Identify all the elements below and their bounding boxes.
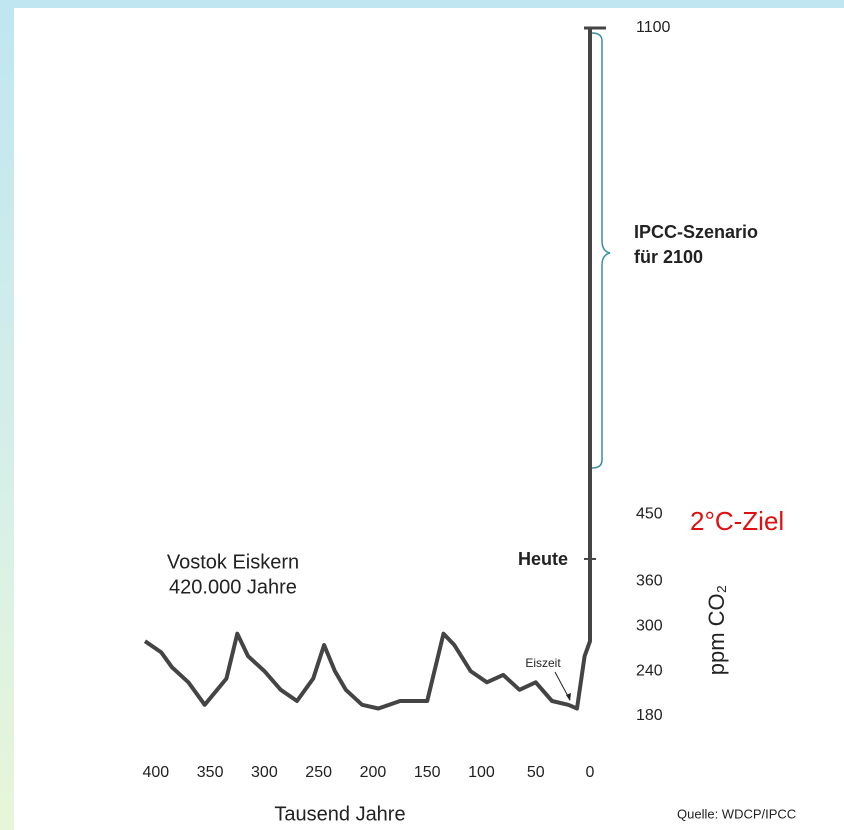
y-tick-label: 360 — [636, 573, 663, 590]
x-tick-label: 200 — [360, 764, 387, 781]
x-tick-label: 250 — [305, 764, 332, 781]
co2-line — [143, 28, 592, 711]
y-tick-label: 180 — [636, 707, 663, 724]
y-tick-label: 450 — [636, 505, 663, 522]
annotation: 2°C-Ziel — [690, 506, 784, 536]
annotation: für 2100 — [634, 247, 703, 267]
arrow-head — [566, 693, 571, 701]
y-tick-label: 240 — [636, 662, 663, 679]
x-tick-label: 100 — [468, 764, 495, 781]
scenario-brace — [591, 32, 611, 469]
x-tick-label: 150 — [414, 764, 441, 781]
y-axis-label: ppm CO₂ — [704, 585, 729, 675]
x-axis-label: Tausend Jahre — [274, 803, 405, 825]
x-tick-label: 400 — [143, 764, 170, 781]
source: Quelle: WDCP/IPCC — [677, 806, 796, 821]
y-tick-label: 300 — [636, 617, 663, 634]
annotation: IPCC-Szenario — [634, 222, 758, 242]
annotation: Heute — [518, 549, 568, 569]
panel — [14, 8, 844, 830]
annotation: Vostok Eiskern — [167, 551, 299, 573]
x-tick-label: 350 — [197, 764, 224, 781]
annotation: Eiszeit — [525, 656, 561, 670]
y-tick-label: 1100 — [636, 19, 671, 36]
x-tick-label: 300 — [251, 764, 278, 781]
annotation: 420.000 Jahre — [169, 576, 297, 598]
x-tick-label: 0 — [586, 764, 595, 781]
x-tick-label: 50 — [527, 764, 545, 781]
